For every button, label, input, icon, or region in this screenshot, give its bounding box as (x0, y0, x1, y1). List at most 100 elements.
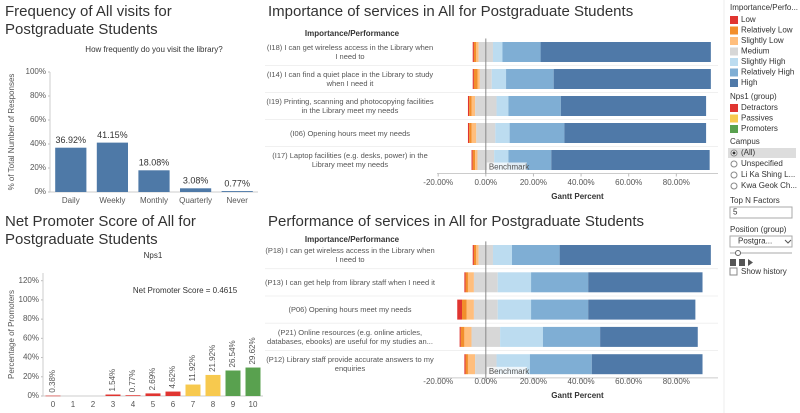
radio-button[interactable] (730, 171, 738, 179)
bar-segment (559, 245, 711, 265)
bar (105, 394, 121, 396)
bar (221, 191, 253, 192)
radio-dot (732, 151, 736, 155)
bar-segment (531, 299, 589, 320)
dropdown[interactable] (729, 235, 793, 248)
bar-segment (588, 299, 696, 320)
bar-segment (500, 326, 543, 347)
y-tick-label: 60% (23, 333, 39, 342)
legend-label: Promoters (741, 124, 778, 133)
value-label: 41.15% (97, 130, 128, 140)
legend-label: Slightly High (741, 57, 785, 66)
legend-label: High (741, 78, 757, 87)
bar-segment (472, 69, 474, 89)
benchmark-label: Benchmark (489, 367, 530, 376)
annotation: Net Promoter Score = 0.4615 (133, 286, 238, 295)
legend-swatch (730, 26, 738, 35)
bar-segment (588, 272, 703, 293)
bar-segment (540, 42, 711, 62)
y-axis-label: % of Total Number of Responses (7, 74, 16, 191)
bar (145, 393, 161, 396)
bar-segment (466, 299, 474, 320)
x-tick-label: 3 (111, 400, 116, 409)
dropdown-arrow (784, 239, 792, 244)
bar-segment (495, 123, 510, 143)
bar (245, 367, 261, 396)
bar-segment (509, 123, 565, 143)
legend-label: Relatively Low (741, 26, 793, 35)
bar-segment (471, 96, 476, 116)
bar-segment (477, 69, 480, 89)
value-label: 36.92% (56, 135, 87, 145)
bar-segment (467, 96, 470, 116)
legend-swatch (730, 114, 738, 123)
legend-swatch (730, 58, 738, 66)
y-tick-label: 20% (23, 372, 39, 381)
x-tick-label: 10 (249, 400, 258, 409)
y-tick-label: 60% (30, 115, 46, 124)
benchmark-label: Benchmark (489, 163, 530, 172)
legend-swatch (730, 104, 738, 112)
y-tick-label: 40% (30, 139, 46, 148)
legend-label: Medium (741, 47, 770, 56)
value-label: 4.62% (168, 366, 177, 389)
bar (205, 374, 221, 396)
bar (185, 384, 201, 396)
x-tick-label: 0.00% (474, 178, 497, 187)
radio-label[interactable]: (All) (741, 148, 756, 157)
x-tick-label: 80.00% (663, 178, 690, 187)
column-header: Importance/Performance (305, 235, 400, 244)
value-label: 3.08% (183, 176, 209, 186)
checkbox-label[interactable]: Show history (741, 267, 787, 276)
chart-title: Performance of services in All for Postg… (268, 213, 645, 230)
value-label: 0.77% (128, 370, 137, 393)
bar-segment (564, 123, 707, 143)
column-header: Importance/Performance (305, 29, 400, 38)
bar-segment (465, 354, 468, 375)
row-label: (P18) I can get wireless access in the L… (265, 246, 435, 264)
x-tick-label: 40.00% (568, 178, 595, 187)
y-tick-label: 40% (23, 353, 39, 362)
chart-subtitle: How frequently do you visit the library? (85, 45, 223, 54)
bar-segment (462, 299, 467, 320)
x-tick-label: 1 (71, 400, 76, 409)
x-tick-label: 60.00% (615, 178, 642, 187)
bar (55, 147, 87, 192)
y-tick-label: 20% (30, 163, 46, 172)
filter-title: Position (group) (730, 225, 787, 234)
number-input[interactable] (729, 206, 793, 219)
checkbox[interactable] (729, 267, 738, 276)
bar-segment (497, 272, 532, 293)
row-label: (I06) Opening hours meet my needs (289, 128, 411, 138)
y-tick-label: 0% (34, 187, 46, 196)
dropdown-value: Postgra... (738, 237, 772, 246)
bar-segment (542, 326, 601, 347)
radio-button[interactable] (730, 160, 738, 168)
bar (138, 170, 170, 192)
bar-segment (464, 354, 466, 375)
bar-segment (491, 69, 507, 89)
x-tick-label: 20.00% (520, 377, 547, 386)
bar-segment (508, 96, 561, 116)
radio-label[interactable]: Unspecified (741, 159, 783, 168)
slider-thumb[interactable] (735, 250, 741, 256)
bar-segment (473, 69, 478, 89)
bar-segment (467, 123, 470, 143)
y-axis-label: Percentage of Promoters (7, 290, 16, 379)
bar-segment (492, 42, 503, 62)
y-tick-label: 120% (19, 276, 39, 285)
playback-controls[interactable] (730, 259, 753, 266)
legend-swatch (730, 125, 738, 133)
bar-segment (457, 299, 463, 320)
radio-label[interactable]: Li Ka Shing L... (741, 170, 795, 179)
y-tick-label: 100% (26, 67, 46, 76)
radio-button[interactable] (730, 182, 738, 190)
x-tick-label: Quarterly (179, 196, 212, 205)
radio-label[interactable]: Kwa Geok Ch... (741, 181, 797, 190)
bar (125, 395, 141, 396)
x-axis-label: Gantt Percent (551, 192, 604, 201)
bar (225, 370, 241, 396)
legend-label: Passives (741, 114, 773, 123)
row-label: (P12) Library staff provide accurate ans… (266, 355, 434, 374)
